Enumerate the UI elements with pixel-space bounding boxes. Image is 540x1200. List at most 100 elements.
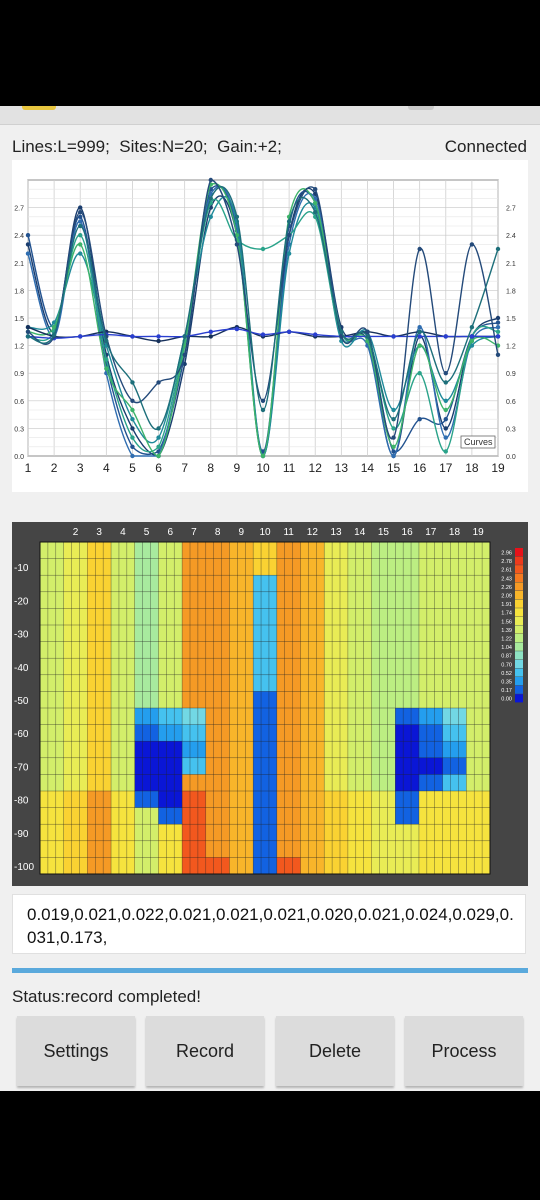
legend-swatch [515,634,523,643]
curve-point [78,242,83,247]
connection-status: Connected [444,137,527,156]
heatmap-cell [395,542,420,560]
heatmap-y-label: -40 [14,663,29,674]
heatmap-cell [347,857,373,875]
legend-label: 2.96 [501,551,512,557]
heatmap-cell [134,625,159,643]
curve-point [443,371,448,376]
record-button[interactable]: Record [146,1016,264,1086]
heatmap-cell [395,558,420,576]
heatmap-cell [347,757,373,775]
heatmap-cell [300,857,325,875]
heatmap-cell [229,575,254,593]
heatmap-cell [418,791,444,809]
heatmap-cell [111,708,136,726]
heatmap-cell [466,641,491,659]
heatmap-cell [87,558,112,576]
heatmap-cell [442,575,467,593]
curve-point [260,246,266,252]
heatmap-cell [442,674,467,692]
heatmap-cell [134,658,159,676]
heatmap-cell [158,658,183,676]
heatmap-x-label: 3 [96,527,102,538]
heatmap-cell [300,757,325,775]
heatmap-cell [347,575,373,593]
heatmap-cell [442,625,467,643]
curve-point [182,352,187,357]
curve-point [443,449,448,454]
heatmap-cell [205,558,230,576]
heatmap-cell [158,708,183,726]
heatmap-cell [395,674,420,692]
curve-point [495,325,501,330]
y-tick-label: 1.5 [14,316,24,323]
heatmap-cell [276,658,302,676]
settings-button[interactable]: Settings [17,1016,135,1086]
toolbar-indicator [22,106,56,110]
x-tick-label: 16 [413,461,427,475]
heatmap-cell [371,791,396,809]
heatmap-cell [347,591,373,609]
x-tick-label: 3 [77,461,84,475]
heatmap-cell [111,691,136,709]
heatmap-cell [442,691,467,709]
heatmap-cell [253,658,278,676]
curve-point [156,426,161,431]
heatmap-cell [300,608,325,626]
curve-point [391,435,396,440]
data-values-text: 0.019,0.021,0.022,0.021,0.021,0.021,0.02… [27,905,514,947]
heatmap-cell [111,857,136,875]
process-button[interactable]: Process [405,1016,523,1086]
heatmap-cell [134,575,159,593]
heatmap-cell [253,625,278,643]
heatmap-cell [347,658,373,676]
heatmap-cell [253,674,278,692]
heatmap-cell [205,658,230,676]
heatmap-cell [229,857,254,875]
lines-info: Lines:L=999; [12,137,110,156]
x-tick-label: 8 [207,461,214,475]
curve-point [25,334,31,339]
curve-point [443,426,448,431]
heatmap-cell [158,558,183,576]
heatmap-cell [300,674,325,692]
heatmap-cell [418,608,444,626]
heatmap-cell [40,641,65,659]
heatmap-cell [442,741,467,759]
heatmap-cell [63,691,88,709]
heatmap-cell [111,591,136,609]
heatmap-cell [371,691,396,709]
legend-label: 0.70 [501,662,512,668]
heatmap-frame [39,541,491,875]
y-tick-label: 2.4 [14,233,24,240]
curve-point [495,329,501,334]
heatmap-cell [63,824,88,842]
curve-point [313,200,318,206]
heatmap-cell [182,558,207,576]
curve-point [130,380,135,385]
heatmap-cell [253,608,278,626]
heatmap-cell [158,757,183,775]
heatmap-cell [229,774,254,792]
legend-swatch [515,599,523,608]
heatmap-cell [205,791,230,809]
heatmap-cell [205,625,230,643]
legend-label: 0.00 [501,697,512,703]
heatmap-cell [40,774,65,792]
heatmap-cell [253,807,278,825]
heatmap-cell [418,774,444,792]
heatmap-cell [395,641,420,659]
heatmap-cell [182,542,207,560]
data-values-box: 0.019,0.021,0.022,0.021,0.021,0.021,0.02… [12,894,526,954]
curve-point [25,233,31,238]
heatmap-cell [253,857,278,875]
heatmap-cell [87,658,112,676]
legend-swatch [515,565,523,574]
heatmap-cell [347,824,373,842]
curve-point [365,329,370,334]
legend-swatch [515,685,523,694]
delete-button[interactable]: Delete [276,1016,394,1086]
heatmap-cell [371,840,396,858]
heatmap-cell [253,542,278,560]
curve-point [78,214,83,219]
